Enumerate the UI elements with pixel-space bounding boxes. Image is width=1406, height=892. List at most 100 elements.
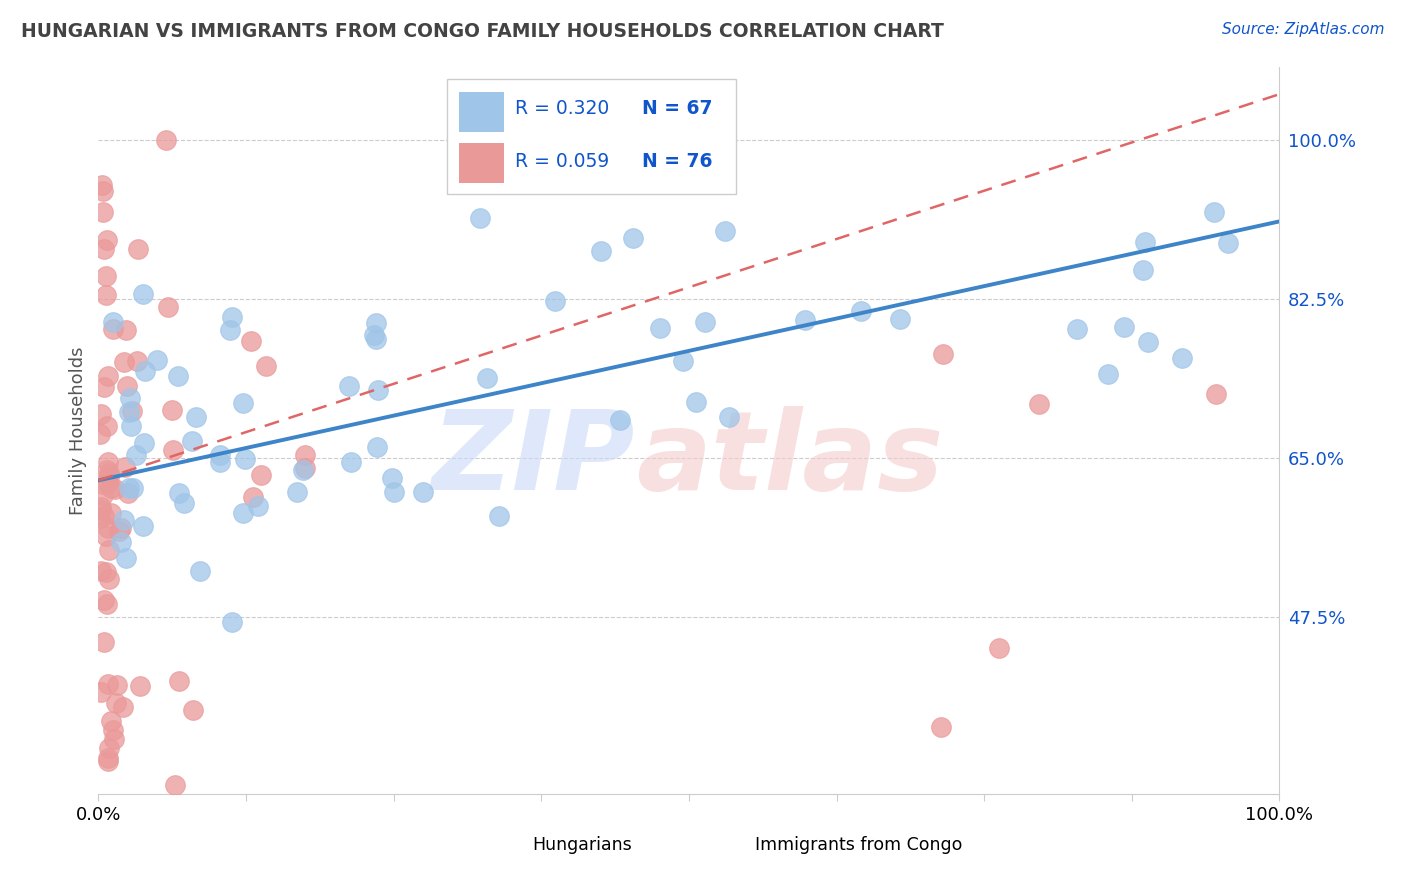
Point <box>96 597 118 611</box>
Point <box>412 484 434 499</box>
Point <box>97 455 120 469</box>
Point <box>117 486 139 500</box>
Point <box>112 354 135 368</box>
FancyBboxPatch shape <box>447 79 737 194</box>
Point <box>93 242 115 256</box>
Point <box>93 508 115 523</box>
Point <box>685 394 707 409</box>
Point <box>97 677 120 691</box>
Point <box>94 287 117 301</box>
Point <box>98 543 121 558</box>
Point <box>97 521 120 535</box>
Point <box>218 323 240 337</box>
Point <box>91 178 114 192</box>
Point <box>337 379 360 393</box>
Text: atlas: atlas <box>636 406 943 513</box>
Point <box>242 491 264 505</box>
Point <box>181 434 204 448</box>
Point <box>90 407 112 421</box>
Point <box>127 243 149 257</box>
Point <box>101 315 124 329</box>
Point <box>91 488 114 502</box>
Point <box>366 316 388 330</box>
Point <box>98 470 121 484</box>
Point <box>93 380 115 394</box>
Point <box>105 678 128 692</box>
Text: Hungarians: Hungarians <box>531 836 631 854</box>
Point <box>90 500 112 514</box>
Point <box>155 132 177 146</box>
Point <box>543 294 565 309</box>
Point <box>91 184 114 198</box>
Point <box>672 353 695 368</box>
Point <box>209 448 232 462</box>
Point <box>96 233 118 247</box>
Point <box>294 448 316 462</box>
Point <box>1114 320 1136 334</box>
Point <box>246 499 269 513</box>
Point <box>121 403 143 417</box>
Point <box>294 461 316 475</box>
Point <box>94 566 117 580</box>
Point <box>165 778 187 792</box>
Point <box>93 635 115 649</box>
Point <box>714 224 737 238</box>
Point <box>184 410 207 425</box>
Point <box>89 511 111 525</box>
Point <box>589 244 612 258</box>
Point <box>240 334 263 348</box>
Point <box>382 484 405 499</box>
Point <box>131 287 153 301</box>
Text: R = 0.059: R = 0.059 <box>516 152 610 171</box>
Text: N = 67: N = 67 <box>641 99 713 118</box>
Point <box>110 535 132 549</box>
Point <box>488 509 510 524</box>
Point <box>363 327 385 342</box>
Point <box>254 359 277 373</box>
Point <box>110 521 132 535</box>
Point <box>104 482 127 496</box>
Point <box>97 466 120 480</box>
Point <box>118 481 141 495</box>
Point <box>97 369 120 384</box>
Point <box>366 441 388 455</box>
Point <box>233 452 256 467</box>
Point <box>250 468 273 483</box>
Point <box>94 529 117 543</box>
Point <box>793 313 815 327</box>
Point <box>621 231 644 245</box>
Point <box>100 714 122 728</box>
Bar <box>488 831 522 861</box>
Point <box>115 551 138 566</box>
Point <box>115 323 138 337</box>
Point <box>134 364 156 378</box>
Point <box>91 205 114 219</box>
Point <box>1097 367 1119 381</box>
Point <box>717 409 740 424</box>
Text: Immigrants from Congo: Immigrants from Congo <box>755 836 963 854</box>
Point <box>134 435 156 450</box>
Point <box>122 481 145 495</box>
Point <box>1066 322 1088 336</box>
Point <box>105 696 128 710</box>
Point <box>120 391 142 405</box>
Point <box>112 513 135 527</box>
Point <box>367 384 389 398</box>
Point <box>648 320 671 334</box>
Point <box>101 322 124 336</box>
Point <box>181 703 204 717</box>
Point <box>112 700 135 714</box>
Point <box>103 732 125 747</box>
Point <box>221 615 243 630</box>
Point <box>1204 205 1226 219</box>
Point <box>100 481 122 495</box>
Point <box>89 427 111 442</box>
Point <box>118 405 141 419</box>
Point <box>89 565 111 579</box>
Point <box>1132 263 1154 277</box>
Bar <box>458 144 503 183</box>
Point <box>98 741 121 756</box>
Point <box>285 485 308 500</box>
Point <box>1028 397 1050 411</box>
Text: ZIP: ZIP <box>432 406 636 513</box>
